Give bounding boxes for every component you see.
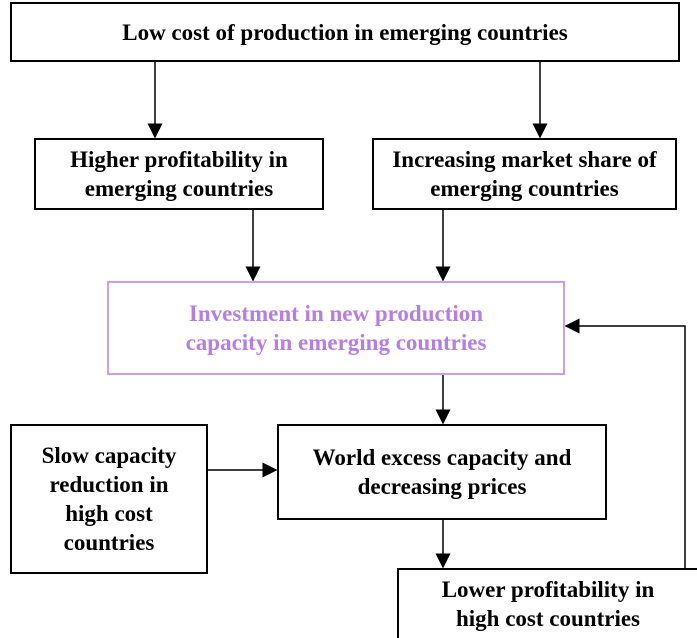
node: Higher profitability in emerging countri… <box>34 138 324 210</box>
node: World excess capacity and decreasing pri… <box>277 424 607 520</box>
node: Slow capacity reduction in high cost cou… <box>10 424 208 574</box>
node: Investment in new production capacity in… <box>107 281 565 375</box>
node: Low cost of production in emerging count… <box>10 2 680 62</box>
node: Increasing market share of emerging coun… <box>372 138 677 210</box>
node: Lower profitability in high cost countri… <box>397 568 697 638</box>
